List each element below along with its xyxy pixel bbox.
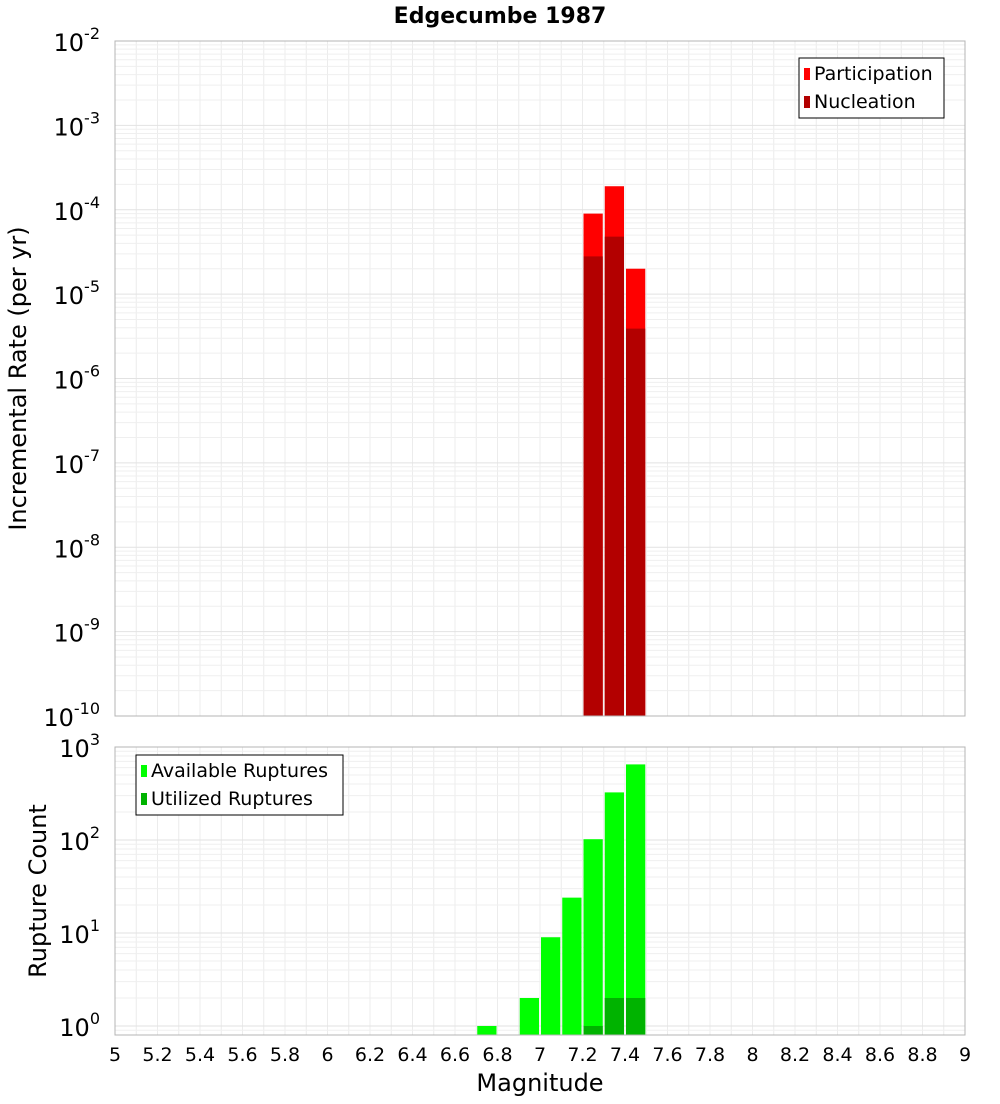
x-tick-label: 7.8 <box>695 1044 725 1066</box>
panel2-y-tick-label: 101 <box>59 916 100 949</box>
panel1-y-tick-label: 10-2 <box>54 24 101 57</box>
x-tick-label: 6 <box>321 1044 333 1066</box>
panel1-y-tick-label: 10-6 <box>54 362 101 395</box>
panel1-legend-swatch <box>804 96 810 108</box>
panel1-plot-frame <box>114 40 966 717</box>
panel1-y-axis-label: Incremental Rate (per yr) <box>4 226 32 530</box>
panel1-legend-swatch <box>804 68 810 80</box>
panel1-bar-series2 <box>604 236 624 716</box>
x-tick-label: 5.8 <box>270 1044 300 1066</box>
panel1-legend <box>798 57 945 119</box>
x-tick-label: 7.6 <box>652 1044 682 1066</box>
panel1-y-tick-label: 10-4 <box>54 193 101 226</box>
panel1-bar-series2 <box>583 256 603 716</box>
x-tick-label: 8.6 <box>865 1044 895 1066</box>
x-tick-label: 5.4 <box>185 1044 215 1066</box>
panel2-bar-series1 <box>562 897 582 1035</box>
x-tick-label: 7.4 <box>610 1044 640 1066</box>
panel2-legend-label: Available Ruptures <box>151 760 328 782</box>
panel2-bar-series1 <box>604 792 624 1035</box>
x-tick-label: 5.6 <box>227 1044 257 1066</box>
panel1-y-tick-label: 10-7 <box>54 446 101 479</box>
panel2-bar-series1 <box>477 1025 497 1035</box>
panel2-legend <box>135 754 344 816</box>
panel1-y-tick-label: 10-5 <box>54 277 101 310</box>
x-tick-label: 7.2 <box>567 1044 597 1066</box>
panel2-bar-series2 <box>583 1025 603 1035</box>
panel2-y-tick-label: 100 <box>59 1009 100 1042</box>
panel2-bar-series2 <box>626 997 646 1035</box>
panel2-legend-label: Utilized Ruptures <box>151 788 313 810</box>
x-tick-label: 6.4 <box>397 1044 427 1066</box>
panel1-y-tick-label: 10-9 <box>54 615 101 648</box>
panel2-bar-series1 <box>541 937 561 1035</box>
x-tick-label: 6.8 <box>482 1044 512 1066</box>
panel2-bar-series1 <box>519 997 539 1035</box>
x-axis-label: Magnitude <box>476 1069 603 1097</box>
panel2-legend-swatch <box>141 793 147 805</box>
panel2-legend-swatch <box>141 765 147 777</box>
panel2-bar-series2 <box>604 997 624 1035</box>
x-tick-label: 8.4 <box>822 1044 852 1066</box>
panel2-y-tick-label: 102 <box>59 823 100 856</box>
panel2-bar-series1 <box>583 839 603 1035</box>
panel2-y-axis-label: Rupture Count <box>24 804 52 978</box>
x-tick-label: 5.2 <box>142 1044 172 1066</box>
x-tick-label: 8.2 <box>780 1044 810 1066</box>
x-tick-label: 6.2 <box>355 1044 385 1066</box>
panel1-legend-label: Participation <box>814 63 933 85</box>
panel1-y-tick-label: 10-10 <box>43 699 100 732</box>
x-tick-label: 5 <box>109 1044 121 1066</box>
panel1-y-tick-label: 10-8 <box>54 530 101 563</box>
x-tick-label: 9 <box>959 1044 971 1066</box>
x-tick-label: 6.6 <box>440 1044 470 1066</box>
panel2-y-tick-label: 103 <box>59 730 100 763</box>
x-tick-label: 7 <box>534 1044 546 1066</box>
panel1-y-tick-label: 10-3 <box>54 108 101 141</box>
panel1-legend-label: Nucleation <box>814 91 916 113</box>
panel2-plot-frame <box>114 746 966 1036</box>
x-tick-label: 8.8 <box>907 1044 937 1066</box>
panel1-bar-series2 <box>626 328 646 716</box>
panel2-bar-series1 <box>626 764 646 1035</box>
chart-title: Edgecumbe 1987 <box>394 4 607 29</box>
x-tick-label: 8 <box>746 1044 758 1066</box>
